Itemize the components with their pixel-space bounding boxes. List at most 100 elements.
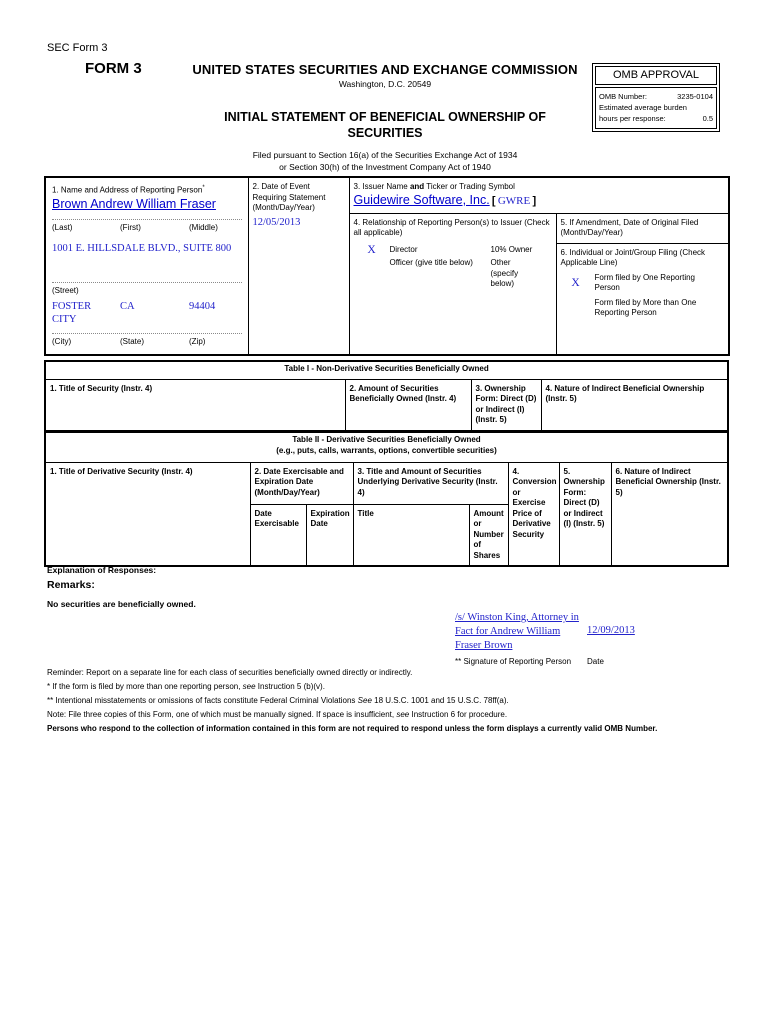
omb-number-label: OMB Number: (599, 92, 647, 101)
table2-col1-header: 1. Title of Derivative Security (Instr. … (44, 461, 251, 567)
filed-pursuant-line1: Filed pursuant to Section 16(a) of the S… (252, 150, 518, 160)
omb-approval-box: OMB APPROVAL OMB Number: 3235-0104 Estim… (592, 63, 720, 132)
table1-col1-header: 1. Title of Security (Instr. 4) (44, 378, 346, 431)
table2-col2-header: 2. Date Exercisable and Expiration Date … (249, 461, 354, 505)
commission-location: Washington, D.C. 20549 (338, 79, 432, 89)
statement-title: INITIAL STATEMENT OF BENEFICIAL OWNERSHI… (224, 110, 546, 140)
signature-block: /s/ Winston King, Attorney in Fact for A… (455, 611, 731, 666)
divider (52, 332, 242, 334)
reporting-person-cell: 1. Name and Address of Reporting Person*… (44, 176, 249, 356)
state-value: CA (120, 300, 135, 312)
signature-line2: Fact for Andrew William (455, 626, 561, 637)
table2-col3a-header: Title (352, 503, 470, 567)
city-value: FOSTER CITY (52, 300, 92, 325)
reminder-note: Reminder: Report on a separate line for … (47, 668, 413, 677)
reporting-person-name-link[interactable]: Brown Andrew William Fraser (52, 197, 216, 212)
note3-suffix: Instruction 6 for procedure. (409, 710, 508, 719)
signature-date: 12/09/2013 (587, 625, 635, 636)
header-center: UNITED STATES SECURITIES AND EXCHANGE CO… (0, 62, 770, 141)
signature-text: /s/ Winston King, Attorney in Fact for A… (455, 611, 587, 653)
table2-col3b-header: Amount or Number of Shares (468, 503, 509, 567)
date-of-event-label: 2. Date of Event Requiring Statement (Mo… (252, 182, 326, 212)
identity-table: 1. Name and Address of Reporting Person*… (44, 176, 731, 356)
filing-type-cell: 6. Individual or Joint/Group Filing (Che… (555, 242, 730, 356)
table1-title: Table I - Non-Derivative Securities Bene… (44, 360, 729, 380)
ticker-bracket-close: ] (532, 194, 537, 207)
commission-title: UNITED STATES SECURITIES AND EXCHANGE CO… (192, 62, 578, 77)
table2-col3-header: 3. Title and Amount of Securities Underl… (352, 461, 509, 505)
signature-line1: /s/ Winston King, Attorney in (455, 612, 579, 623)
note2-see: See (357, 696, 372, 705)
table2-col5-header: 5. Ownership Form: Direct (D) or Indirec… (558, 461, 612, 567)
filed-pursuant-line2: or Section 30(h) of the Investment Compa… (279, 162, 491, 172)
table1-col4-header: 4. Nature of Indirect Beneficial Ownersh… (540, 378, 729, 431)
officer-label: Officer (give title below) (389, 258, 473, 267)
omb-burden-value: 0.5 (702, 114, 713, 123)
table2-derivative: Table II - Derivative Securities Benefic… (44, 431, 730, 567)
note-3: Note: File three copies of this Form, on… (47, 708, 731, 722)
note1-prefix: * If the form is filed by more than one … (47, 682, 243, 691)
divider (52, 282, 242, 284)
persons-respond-note: Persons who respond to the collection of… (47, 724, 658, 733)
omb-body: OMB Number: 3235-0104 Estimated average … (595, 87, 717, 129)
amendment-label: 5. If Amendment, Date of Original Filed … (560, 217, 699, 238)
more-reporting-persons-label: Form filed by More than One Reporting Pe… (594, 297, 697, 318)
note2-suffix: 18 U.S.C. 1001 and 15 U.S.C. 78ff(a). (371, 696, 509, 705)
signature-label: ** Signature of Reporting Person (455, 657, 572, 666)
omb-title: OMB APPROVAL (595, 66, 717, 85)
reporting-person-label-text: 1. Name and Address of Reporting Person (52, 185, 203, 195)
table2-col2b-header: Expiration Date (305, 503, 354, 567)
omb-burden-line1: Estimated average burden (599, 103, 687, 112)
note3-see: see (396, 710, 410, 719)
note1-see: see (242, 682, 256, 691)
filing-type-label: 6. Individual or Joint/Group Filing (Che… (560, 247, 706, 268)
issuer-label-prefix: 3. Issuer Name (353, 182, 410, 191)
director-checkbox-x: X (367, 243, 376, 256)
table2-title-line1: Table II - Derivative Securities Benefic… (292, 435, 481, 444)
date-of-event-cell: 2. Date of Event Requiring Statement (Mo… (247, 176, 350, 356)
director-label: Director (389, 244, 418, 254)
form-title: FORM 3 (85, 60, 142, 77)
relationship-cell: 4. Relationship of Reporting Person(s) t… (348, 212, 557, 356)
city-label: (City) (52, 336, 72, 346)
table2-col6-header: 6. Nature of Indirect Beneficial Ownersh… (610, 461, 729, 567)
issuer-name-link[interactable]: Guidewire Software, Inc. (353, 192, 490, 207)
remarks-label: Remarks: (47, 579, 95, 591)
footer-notes: Reminder: Report on a separate line for … (47, 666, 731, 736)
note-1: * If the form is filed by more than one … (47, 680, 731, 694)
note2-prefix: ** Intentional misstatements or omission… (47, 696, 358, 705)
issuer-label-and: and (409, 182, 425, 191)
ticker-bracket-open: [ (491, 194, 496, 207)
divider (52, 218, 242, 220)
explanation-label: Explanation of Responses: (47, 565, 157, 575)
table2-title: Table II - Derivative Securities Benefic… (44, 431, 729, 463)
date-of-event-value: 12/05/2013 (252, 216, 301, 228)
table2-title-line2: (e.g., puts, calls, warrants, options, c… (276, 445, 497, 455)
note3-prefix: Note: File three copies of this Form, on… (47, 710, 397, 719)
relationship-label: 4. Relationship of Reporting Person(s) t… (353, 217, 550, 238)
issuer-label: 3. Issuer Name and Ticker or Trading Sym… (354, 182, 725, 193)
table1-non-derivative: Table I - Non-Derivative Securities Bene… (44, 360, 730, 432)
table2-col2a-header: Date Exercisable (249, 503, 307, 567)
state-label: (State) (120, 336, 145, 346)
table2-col4-header: 4. Conversion or Exercise Price of Deriv… (507, 461, 560, 567)
note-2: ** Intentional misstatements or omission… (47, 694, 731, 708)
omb-number-value: 3235-0104 (677, 92, 713, 101)
issuer-label-suffix: Ticker or Trading Symbol (424, 182, 515, 191)
other-label: Other (specify below) (490, 258, 519, 288)
zip-label: (Zip) (189, 336, 206, 346)
zip-value: 94404 (189, 300, 216, 312)
first-label: (First) (120, 222, 141, 232)
sec-form-label: SEC Form 3 (47, 42, 108, 54)
note1-suffix: Instruction 5 (b)(v). (255, 682, 325, 691)
omb-burden-line2: hours per response: (599, 114, 666, 123)
filed-pursuant: Filed pursuant to Section 16(a) of the S… (0, 149, 770, 173)
ten-pct-owner-label: 10% Owner (490, 244, 533, 254)
issuer-cell: 3. Issuer Name and Ticker or Trading Sym… (348, 176, 730, 214)
issuer-ticker: GWRE (497, 194, 531, 207)
table1-col3-header: 3. Ownership Form: Direct (D) or Indirec… (470, 378, 542, 431)
one-reporting-person-label: Form filed by One Reporting Person (594, 272, 696, 293)
officer-checkbox (354, 258, 390, 290)
one-reporting-person-checkbox-x: X (571, 276, 580, 289)
signature-date-label: Date (587, 657, 604, 666)
